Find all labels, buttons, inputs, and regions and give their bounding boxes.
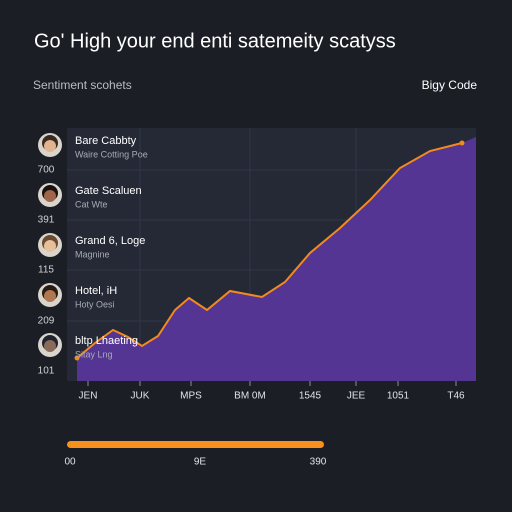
x-label: 1051 xyxy=(387,391,410,402)
point xyxy=(74,355,80,361)
list-item[interactable]: bltp Lhaeting Sitay Lng xyxy=(38,333,138,359)
point xyxy=(459,140,465,146)
y-label: 391 xyxy=(38,215,55,226)
list-item[interactable]: Grand 6, Loge Magnine xyxy=(38,233,145,259)
chart-panel xyxy=(67,128,476,381)
y-label: 115 xyxy=(38,265,54,276)
slider-label: 00 xyxy=(64,457,76,468)
x-label: JEE xyxy=(347,391,366,402)
item-detail: Cat Wte xyxy=(75,199,108,209)
line xyxy=(76,142,463,359)
x-label: JEN xyxy=(79,391,98,402)
avatar-face xyxy=(44,140,56,152)
x-label: BM 0M xyxy=(234,391,266,402)
area xyxy=(77,137,476,381)
item-detail: Waire Cotting Poe xyxy=(75,149,148,159)
item-detail: Sitay Lng xyxy=(75,349,113,359)
slider-track[interactable] xyxy=(67,441,324,448)
avatar-face xyxy=(44,340,56,352)
people-list: Bare Cabbty Waire Cotting Poe Gate Scaluen… xyxy=(38,133,148,359)
avatar-face xyxy=(44,190,56,202)
item-detail: Magnine xyxy=(75,249,110,259)
item-name: Grand 6, Loge xyxy=(75,235,145,247)
x-label: MPS xyxy=(180,391,202,402)
subtitle: Sentiment scohets xyxy=(33,78,132,92)
list-item[interactable]: Hotel, iH Hoty Oesi xyxy=(38,283,117,309)
legend-label: Bigy Code xyxy=(422,78,478,92)
item-name: Gate Scaluen xyxy=(75,185,142,197)
x-label: JUK xyxy=(131,391,150,402)
y-label: 101 xyxy=(38,366,55,377)
item-name: Bare Cabbty xyxy=(75,135,137,147)
x-labels: JEN JUK MPS BM 0M 1545 JEE 1051 T46 xyxy=(79,381,465,402)
slider-label: 390 xyxy=(310,457,327,468)
slider[interactable] xyxy=(67,441,324,448)
slider-label: 9E xyxy=(194,457,207,468)
x-label: T46 xyxy=(447,391,465,402)
list-item[interactable]: Bare Cabbty Waire Cotting Poe xyxy=(38,133,148,159)
y-labels: 700 391 115 209 101 xyxy=(38,165,55,377)
x-label: 1545 xyxy=(299,391,322,402)
item-name: Hotel, iH xyxy=(75,285,117,297)
list-item[interactable]: Gate Scaluen Cat Wte xyxy=(38,183,142,209)
item-name: bltp Lhaeting xyxy=(75,335,138,347)
y-label: 209 xyxy=(38,316,55,327)
avatar-face xyxy=(44,240,56,252)
title: Go' High your end enti satemeity scatyss xyxy=(34,30,396,52)
item-detail: Hoty Oesi xyxy=(75,299,115,309)
y-label: 700 xyxy=(38,165,55,176)
avatar-face xyxy=(44,290,56,302)
